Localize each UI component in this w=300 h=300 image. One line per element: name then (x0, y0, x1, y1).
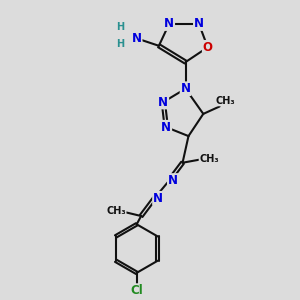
Text: CH₃: CH₃ (200, 154, 219, 164)
Text: N: N (181, 82, 190, 95)
Text: H: H (116, 39, 124, 49)
Text: H: H (116, 22, 124, 32)
Text: N: N (153, 192, 163, 205)
Text: N: N (158, 95, 168, 109)
Text: N: N (164, 17, 174, 30)
Text: Cl: Cl (130, 284, 143, 297)
Text: CH₃: CH₃ (106, 206, 126, 216)
Text: CH₃: CH₃ (216, 96, 235, 106)
Text: N: N (161, 121, 171, 134)
Text: N: N (168, 174, 178, 187)
Text: N: N (194, 17, 204, 30)
Text: O: O (203, 41, 213, 54)
Text: N: N (132, 32, 142, 45)
